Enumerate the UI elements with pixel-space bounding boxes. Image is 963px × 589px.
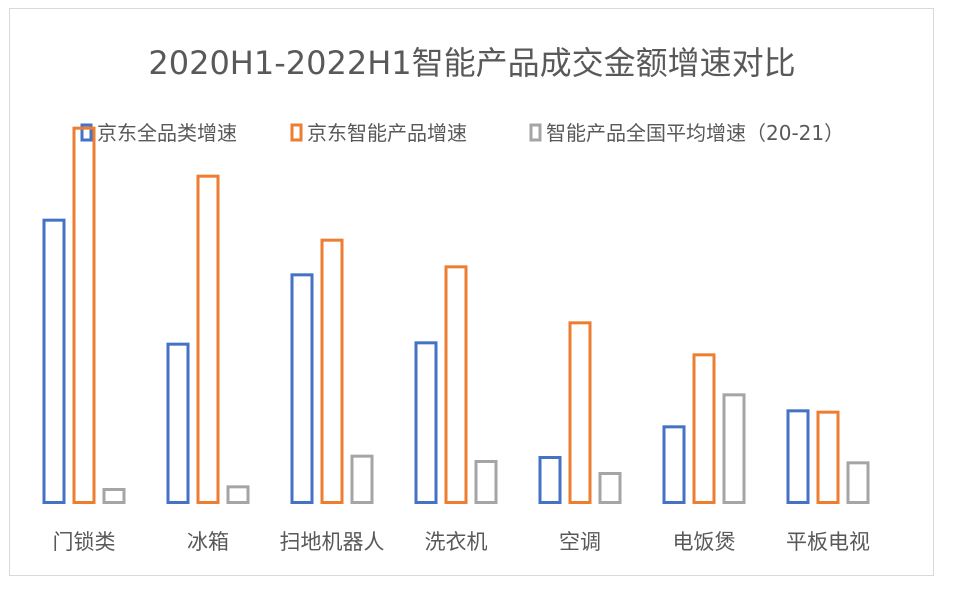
x-tick-label-4: 洗衣机 [425, 530, 488, 554]
bar-3-5 [598, 472, 622, 504]
x-axis-ticks: 门锁类 冰箱 扫地机器人 洗衣机 空调 电饭煲 平板电视 [53, 530, 871, 554]
bar-2-1 [72, 126, 96, 505]
legend-swatch-2 [290, 123, 303, 142]
legend-label-2: 京东智能产品增速 [307, 121, 467, 145]
x-tick-label-6: 电饭煲 [673, 530, 736, 554]
bar-1-5 [538, 456, 562, 504]
legend-label-3: 智能产品全国平均增速（20-21） [546, 121, 844, 145]
chart-svg: 2020H1-2022H1智能产品成交金额增速对比 京东全品类增速 京东智能产品增… [42, 44, 871, 554]
bar-2-7 [816, 410, 840, 504]
bar-1-7 [786, 409, 810, 505]
bar-1-1 [42, 218, 66, 505]
legend-swatch-3 [529, 123, 542, 142]
bar-3-2 [226, 485, 250, 505]
bar-3-7 [846, 461, 870, 505]
bar-2-2 [196, 174, 220, 505]
x-tick-label-2: 冰箱 [187, 530, 229, 554]
bar-2-3 [320, 238, 344, 505]
bar-2-6 [692, 353, 716, 505]
bar-3-1 [102, 488, 126, 504]
chart-title: 2020H1-2022H1智能产品成交金额增速对比 [148, 44, 795, 82]
legend: 京东全品类增速 京东智能产品增速 智能产品全国平均增速（20-21） [80, 121, 844, 145]
bar-2-5 [568, 321, 592, 505]
bars [42, 126, 870, 505]
x-tick-label-7: 平板电视 [786, 530, 870, 554]
bar-1-2 [166, 342, 190, 504]
bar-3-4 [474, 460, 498, 504]
chart-frame: 2020H1-2022H1智能产品成交金额增速对比 京东全品类增速 京东智能产品增… [9, 8, 934, 576]
x-tick-label-1: 门锁类 [53, 530, 116, 554]
bar-1-4 [414, 341, 438, 505]
bar-2-4 [444, 265, 468, 505]
bar-3-3 [350, 454, 374, 504]
bar-1-6 [662, 425, 686, 505]
bar-1-3 [290, 273, 314, 505]
bar-3-6 [722, 393, 746, 505]
x-tick-label-3: 扫地机器人 [280, 530, 385, 554]
legend-swatch-1 [80, 123, 93, 142]
x-tick-label-5: 空调 [559, 530, 601, 554]
legend-label-1: 京东全品类增速 [97, 121, 237, 145]
